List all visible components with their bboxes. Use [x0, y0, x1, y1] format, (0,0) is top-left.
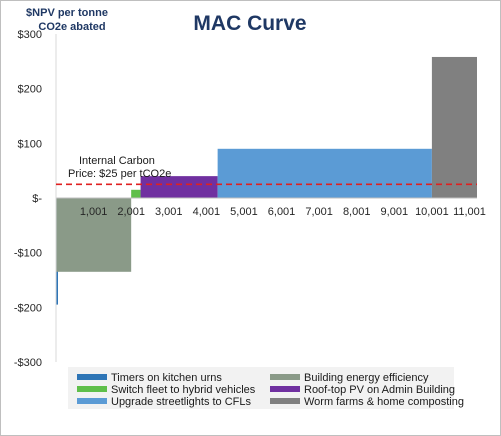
x-axis: 1,001 2,001 3,001 4,001 5,001 6,001 7,001 8,001…: [56, 197, 486, 218]
legend-background: [68, 367, 454, 409]
bar-5: [217, 148, 432, 198]
legend-swatch-1: [77, 374, 107, 380]
x-tick-label: 9,001: [381, 206, 409, 218]
carbon-price-annotation-line-1: Internal Carbon: [79, 155, 155, 167]
legend-swatch-6: [270, 398, 300, 404]
y-tick-label: $100: [18, 138, 42, 150]
legend-entry-6: Worm farms & home composting: [304, 396, 464, 408]
legend-entry-5: Upgrade streetlights to CFLs: [111, 396, 252, 408]
x-tick-label: 3,001: [155, 206, 183, 218]
x-tick-label: 4,001: [193, 206, 221, 218]
legend-swatch-3: [77, 386, 107, 392]
legend-entry-3: Switch fleet to hybrid vehicles: [111, 384, 256, 396]
bar-2: [56, 198, 132, 272]
y-tick-label: -$300: [14, 357, 42, 369]
bars-group: [56, 56, 477, 305]
carbon-price-annotation-line-2: Price: $25 per tCO2e: [68, 168, 171, 180]
x-tick-label: 1,001: [80, 206, 108, 218]
legend-entry-4: Roof-top PV on Admin Building: [304, 384, 455, 396]
legend-swatch-5: [77, 398, 107, 404]
x-tick-label: 5,001: [230, 206, 258, 218]
x-tick-label: 2,001: [117, 206, 145, 218]
x-tick-label: 8,001: [343, 206, 371, 218]
y-tick-label: $-: [32, 193, 42, 205]
bar-4: [140, 176, 218, 198]
bar-3: [131, 189, 141, 198]
legend-swatch-4: [270, 386, 300, 392]
y-tick-label: -$100: [14, 248, 42, 260]
bar-6: [431, 56, 477, 199]
legend: Timers on kitchen urns Building energy ef…: [68, 367, 464, 409]
chart-title: MAC Curve: [193, 12, 306, 35]
y-axis-label-line-2: CO2e abated: [38, 21, 105, 33]
x-tick-label: 6,001: [268, 206, 296, 218]
y-tick-label: -$200: [14, 302, 42, 314]
y-axis-label-line-1: $NPV per tonne: [26, 7, 108, 19]
legend-entry-1: Timers on kitchen urns: [111, 372, 222, 384]
legend-entry-2: Building energy efficiency: [304, 372, 429, 384]
x-tick-label: 11,001: [453, 206, 486, 218]
y-tick-label: $200: [18, 84, 42, 96]
x-tick-label: 10,001: [415, 206, 449, 218]
y-axis: $300 $200 $100 $- -$100 -$200 -$300: [14, 29, 57, 369]
legend-swatch-2: [270, 374, 300, 380]
y-tick-label: $300: [18, 29, 42, 41]
x-tick-label: 7,001: [305, 206, 333, 218]
